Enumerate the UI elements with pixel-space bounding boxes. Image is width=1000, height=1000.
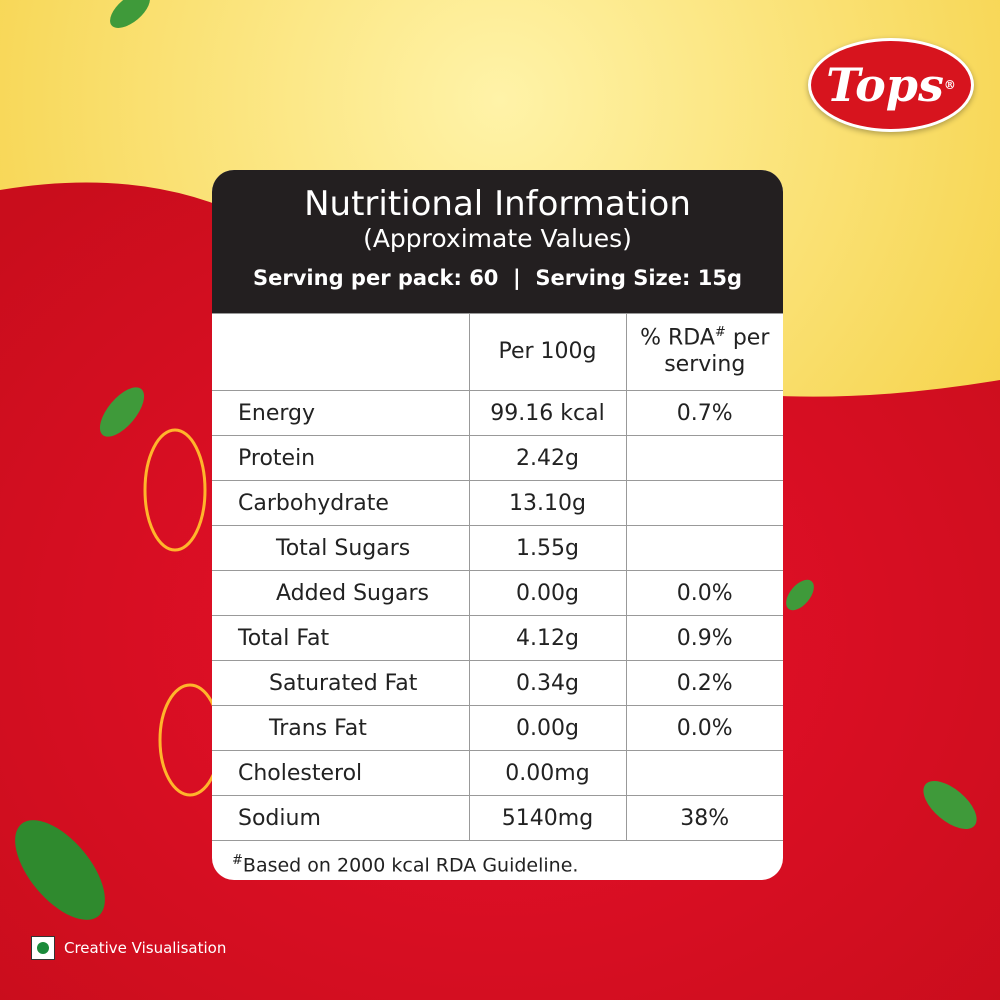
subtitle: (Approximate Values) xyxy=(363,224,632,253)
nutrient-row: Carbohydrate 13.10g xyxy=(212,480,783,526)
rda-value: 0.0% xyxy=(625,570,783,616)
title: Nutritional Information xyxy=(304,184,691,224)
rda-cell xyxy=(625,750,783,796)
brand-name: Tops xyxy=(826,58,944,112)
rda-value: 0.7% xyxy=(625,390,783,436)
footnote: #Based on 2000 kcal RDA Guideline. xyxy=(212,841,783,876)
column-header-text: % RDA xyxy=(640,325,715,351)
nutrition-table: Per 100g % RDA# per serving Energy 99.16 … xyxy=(212,313,783,841)
brand-logo: Tops ® xyxy=(808,38,974,132)
serving-info: Serving per pack: 60 | Serving Size: 15g xyxy=(253,266,742,290)
card-header: Nutritional Information (Approximate Val… xyxy=(212,170,783,313)
nutrient-row: Total Fat 4.12g 0.9% xyxy=(212,615,783,661)
footnote-mark: # xyxy=(232,853,243,868)
per-100g-value: 4.12g xyxy=(468,615,627,661)
rda-value: 0.2% xyxy=(625,660,783,706)
rda-value: 0.9% xyxy=(625,615,783,661)
per-100g-value: 0.00g xyxy=(468,705,627,751)
column-header-mark: # xyxy=(714,325,726,341)
nutrient-row: Energy 99.16 kcal 0.7% xyxy=(212,390,783,436)
nutrient-row: Protein 2.42g xyxy=(212,435,783,481)
nutrient-row: Trans Fat 0.00g 0.0% xyxy=(212,705,783,751)
rda-cell xyxy=(625,525,783,571)
nutrient-name: Cholesterol xyxy=(212,750,470,796)
nutrient-row: Sodium 5140mg 38% xyxy=(212,795,783,841)
rda-cell xyxy=(625,435,783,481)
per-100g-value: 13.10g xyxy=(468,480,627,526)
nutrient-name: Carbohydrate xyxy=(212,480,470,526)
rda-value: 38% xyxy=(625,795,783,841)
nutrient-name: Total Sugars xyxy=(212,525,470,571)
per-100g-value: 1.55g xyxy=(468,525,627,571)
nutrient-name: Sodium xyxy=(212,795,470,841)
veg-dot xyxy=(37,942,49,954)
per-100g-value: 0.34g xyxy=(468,660,627,706)
brand-mark: ® xyxy=(943,78,956,92)
veg-mark xyxy=(31,936,55,960)
column-header-text: per serving xyxy=(664,325,770,378)
nutrient-name: Energy xyxy=(212,390,470,436)
footnote-text: Based on 2000 kcal RDA Guideline. xyxy=(242,854,579,877)
column-header: % RDA# per serving xyxy=(625,313,783,391)
nutrient-name: Protein xyxy=(212,435,470,481)
nutrition-card: Nutritional Information (Approximate Val… xyxy=(212,170,783,880)
nutrient-name: Total Fat xyxy=(212,615,470,661)
per-100g-value: 2.42g xyxy=(468,435,627,481)
nutrient-row: Total Sugars 1.55g xyxy=(212,525,783,571)
badge-text: Creative Visualisation xyxy=(64,939,227,957)
nutrient-name: Trans Fat xyxy=(212,705,470,751)
nutrient-name: Added Sugars xyxy=(212,570,470,616)
nutrient-row: Saturated Fat 0.34g 0.2% xyxy=(212,660,783,706)
rda-cell xyxy=(625,480,783,526)
per-100g-value: 99.16 kcal xyxy=(468,390,627,436)
column-header: Per 100g xyxy=(468,313,627,391)
per-100g-value: 0.00g xyxy=(468,570,627,616)
nutrient-row: Added Sugars 0.00g 0.0% xyxy=(212,570,783,616)
nutrient-name: Saturated Fat xyxy=(212,660,470,706)
badge: Creative Visualisation xyxy=(31,936,227,960)
rda-value: 0.0% xyxy=(625,705,783,751)
nutrient-row: Cholesterol 0.00mg xyxy=(212,750,783,796)
header-cell xyxy=(212,313,470,391)
per-100g-value: 0.00mg xyxy=(468,750,627,796)
header-row: Per 100g % RDA# per serving xyxy=(212,313,783,391)
per-100g-value: 5140mg xyxy=(468,795,627,841)
